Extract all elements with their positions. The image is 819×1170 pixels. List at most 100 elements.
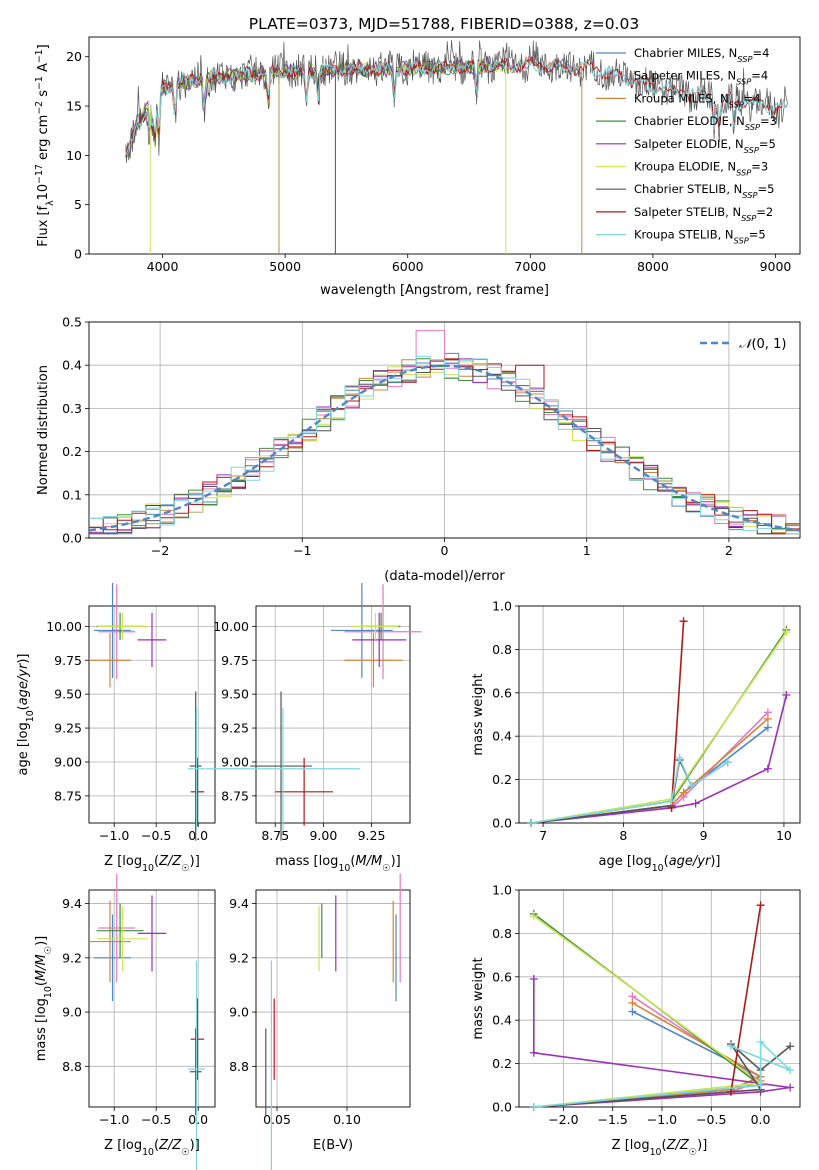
weight-marker-salpeter_elodie	[529, 1048, 538, 1057]
plot-frame	[88, 36, 801, 255]
legend-label-salpeter_stelib: Salpeter STELIB, NSSP=2	[634, 205, 773, 223]
histogram-kroupa_stelib	[89, 355, 800, 535]
y-tick-label: 9.25	[221, 721, 249, 736]
axes-mass_vs_Z: −1.0 −0.5 0.0 8.8 9.0 9.2 9.4	[62, 889, 216, 1127]
weights-weight_vs_Z	[529, 901, 795, 1111]
spectrum-ylabel: Flux [fλ10−17 erg cm−2 s−1 A−1]	[34, 44, 56, 246]
x-tick-label: 8000	[637, 259, 669, 274]
weight-marker-salpeter_elodie	[782, 690, 791, 699]
weight-marker-salpeter_stelib	[679, 617, 688, 626]
plot-frame	[518, 605, 801, 824]
weight-marker-kroupa_stelib	[756, 1037, 765, 1046]
y-tick-label: 9.2	[62, 950, 82, 965]
weight-line-salpeter_stelib	[730, 905, 762, 1092]
weight-marker-kroupa_stelib	[756, 1081, 765, 1090]
weight-marker-kroupa_stelib	[723, 758, 732, 767]
weight-marker-kroupa_miles	[628, 998, 637, 1007]
y-tick-label: 9.0	[62, 1005, 82, 1020]
y-tick-label: 0.2	[492, 772, 512, 787]
y-tick-label: 0.8	[492, 926, 512, 941]
x-tick-label: 2	[725, 543, 733, 558]
axes-age_vs_Z: −1.0 −0.5 0.0 8.75 9.00 9.25 9.50 9.75 10.00	[46, 605, 216, 843]
y-tick-label: 9.4	[229, 896, 249, 911]
y-tick-label: 10	[66, 148, 82, 163]
y-tick-label: 9.75	[54, 653, 82, 668]
weight-marker-salpeter_elodie	[529, 974, 538, 983]
weight-line-salpeter_miles	[530, 711, 769, 824]
y-tick-label: 20	[66, 49, 82, 64]
y-tick-label: 8.75	[54, 788, 82, 803]
weight-marker-chabrier_stelib	[786, 1042, 795, 1051]
x-tick-label: −1.0	[99, 828, 129, 843]
axes-spectrum: 4000 5000 6000 7000 8000 9000 0 5 10 15 20	[66, 36, 801, 274]
mass-vs-Z-xlabel: Z [log10(Z/Z☉)]	[104, 1138, 200, 1158]
y-tick-label: 9.50	[54, 687, 82, 702]
weight-vs-age-xlabel: age [log10(age/yr)]	[598, 854, 720, 874]
y-tick-label: 0.0	[62, 531, 82, 546]
weight-marker-kroupa_stelib	[786, 1066, 795, 1075]
y-tick-label: 15	[66, 99, 82, 114]
legend-label-chabrier_elodie: Chabrier ELODIE, NSSP=3	[634, 114, 777, 132]
weight_vs_Z-ylabel: mass weight	[471, 957, 486, 1039]
x-tick-label: 0	[441, 543, 449, 558]
weight-line-kroupa_elodie	[530, 631, 788, 824]
y-tick-label: 10.00	[213, 619, 249, 634]
y-tick-label: 0.4	[492, 729, 512, 744]
weight_vs_age-ylabel: mass weight	[471, 673, 486, 755]
figure-title: PLATE=0373, MJD=51788, FIBERID=0388, z=0…	[249, 15, 639, 33]
y-tick-label: 0.0	[492, 1100, 512, 1115]
weight-line-chabrier_stelib	[530, 757, 729, 824]
weight-marker-kroupa_miles	[679, 788, 688, 797]
y-tick-label: 0.1	[62, 487, 82, 502]
axes-residuals: −2 −1 0 1 2 0.0 0.1 0.2 0.3 0.4 0.5	[62, 315, 801, 558]
y-tick-label: 5	[74, 197, 82, 212]
y-tick-label: 0.5	[62, 315, 82, 330]
y-tick-label: 8.75	[221, 788, 249, 803]
x-tick-label: 8	[619, 828, 627, 843]
legend-label-chabrier_stelib: Chabrier STELIB, NSSP=5	[634, 182, 774, 200]
y-tick-label: 10.00	[46, 619, 82, 634]
x-tick-label: −2	[151, 543, 169, 558]
x-tick-label: −2.0	[548, 1112, 578, 1127]
weight-marker-kroupa_stelib	[529, 1103, 538, 1111]
weight-line-kroupa_miles	[530, 718, 769, 824]
weights-weight_vs_age	[527, 617, 791, 827]
y-tick-label: 8.8	[229, 1059, 249, 1074]
y-tick-label: 8.8	[62, 1059, 82, 1074]
weight-marker-kroupa_stelib	[726, 1042, 735, 1051]
weight-line-chabrier_elodie	[530, 629, 788, 824]
axes-age_vs_mass: 8.75 9.00 9.25 8.75 9.00 9.25 9.50 9.75 10.00	[213, 605, 411, 843]
x-tick-label: −1.0	[647, 1112, 677, 1127]
weight-marker-salpeter_elodie	[691, 799, 700, 808]
x-tick-label: 7000	[514, 259, 546, 274]
weight-marker-kroupa_miles	[763, 714, 772, 723]
legend-label-chabrier_miles: Chabrier MILES, NSSP=4	[634, 46, 769, 64]
weight-marker-salpeter_stelib	[726, 1087, 735, 1096]
weight-marker-salpeter_elodie	[786, 1083, 795, 1092]
y-tick-label: 9.00	[54, 754, 82, 769]
residuals-xlabel: (data-model)/error	[384, 569, 505, 584]
x-tick-label: 10	[776, 828, 792, 843]
weight-line-kroupa_stelib	[530, 755, 729, 824]
x-tick-label: 0.05	[263, 1112, 291, 1127]
x-tick-label: 8.75	[261, 828, 289, 843]
x-tick-label: −0.5	[141, 828, 171, 843]
weight-marker-kroupa_stelib	[675, 753, 684, 762]
x-tick-label: 5000	[269, 259, 301, 274]
errorbars-mass_vs_ebv	[265, 873, 401, 1170]
plot-frame	[88, 889, 216, 1108]
y-tick-label: 9.50	[221, 687, 249, 702]
y-tick-label: 0	[74, 247, 82, 262]
legend-label-salpeter_miles: Salpeter MILES, NSSP=4	[634, 69, 768, 87]
histogram-series	[88, 330, 801, 535]
x-tick-label: 0.10	[333, 1112, 361, 1127]
age-vs-Z-xlabel: Z [log10(Z/Z☉)]	[104, 854, 200, 874]
weight-marker-kroupa_elodie	[782, 628, 791, 637]
x-tick-label: 0.0	[188, 1112, 208, 1127]
x-tick-label: −0.5	[141, 1112, 171, 1127]
legend-label-salpeter_elodie: Salpeter ELODIE, NSSP=5	[634, 137, 776, 155]
weight-marker-salpeter_stelib	[756, 901, 765, 910]
age-vs-Z-ylabel: age [log10(age/yr)]	[16, 653, 36, 775]
y-tick-label: 0.4	[492, 1013, 512, 1028]
